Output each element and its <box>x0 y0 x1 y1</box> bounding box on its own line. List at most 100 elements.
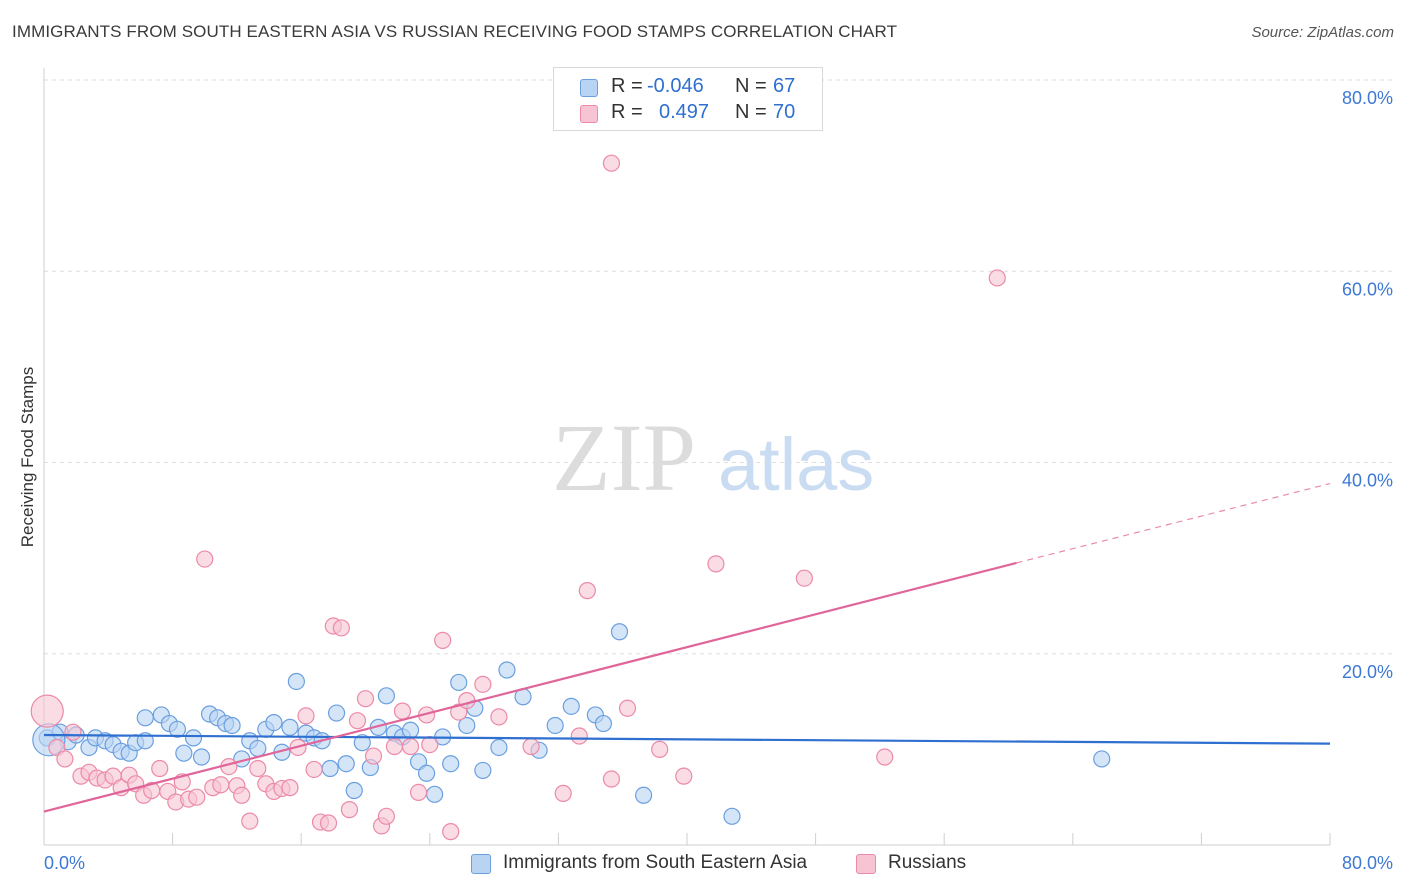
point-asia <box>442 755 460 773</box>
point-asia <box>723 807 741 825</box>
point-russians <box>212 776 230 794</box>
y-tick-label: 60.0% <box>1342 279 1393 299</box>
legend-swatch-asia <box>580 79 598 97</box>
point-russians <box>340 801 359 819</box>
point-asia <box>426 785 444 803</box>
point-asia <box>353 734 371 752</box>
point-russians <box>554 784 572 802</box>
point-asia <box>327 704 346 722</box>
point-asia <box>265 713 283 732</box>
point-russians <box>602 154 621 172</box>
y-axis-label: Receiving Food Stamps <box>18 366 37 548</box>
y-tick-label: 20.0% <box>1342 662 1393 682</box>
point-russians <box>249 759 267 778</box>
point-russians <box>305 760 323 779</box>
point-asia <box>175 744 193 762</box>
grid-lines <box>44 79 1392 655</box>
point-asia <box>184 729 203 747</box>
point-asia <box>223 716 241 735</box>
point-russians <box>281 779 299 797</box>
point-asia <box>136 709 154 727</box>
point-asia <box>417 764 436 782</box>
point-russians <box>795 569 813 587</box>
y-tick-label: 80.0% <box>1342 88 1393 108</box>
legend-r-value-russians: 0.497 <box>659 101 710 123</box>
tick-labels: 20.0% 40.0% 60.0% 80.0% 0.0% 80.0% <box>44 88 1393 873</box>
point-russians <box>241 812 259 830</box>
legend-r-label: R = <box>611 101 643 123</box>
point-russians <box>56 750 74 768</box>
point-russians <box>233 786 251 804</box>
point-russians <box>151 759 169 778</box>
point-russians <box>409 783 428 802</box>
watermark: ZIP atlas <box>552 404 874 511</box>
legend-r-value-asia: -0.046 <box>647 75 704 97</box>
point-asia <box>281 718 299 736</box>
point-russians <box>578 582 596 600</box>
point-russians <box>651 740 669 758</box>
point-russians <box>364 747 383 765</box>
point-russians <box>393 702 412 720</box>
point-asia <box>321 759 339 778</box>
legend-n-value-asia: 67 <box>773 75 796 97</box>
bottom-legend-swatch-asia <box>471 854 491 874</box>
point-asia <box>634 786 653 804</box>
point-russians <box>356 690 375 708</box>
legend-n-value-russians: 70 <box>773 101 796 123</box>
point-russians <box>707 555 725 573</box>
watermark-zip: ZIP <box>552 404 696 511</box>
correlation-legend: R = -0.046 N = 67 R = 0.497 N = 70 <box>553 67 823 131</box>
point-russians <box>348 712 367 730</box>
x-tick-label: 0.0% <box>44 853 85 873</box>
bottom-legend-label-russians: Russians <box>888 852 967 873</box>
source-note: Source: ZipAtlas.com <box>1251 24 1394 41</box>
point-russians <box>675 767 693 785</box>
point-asia <box>594 714 613 733</box>
point-asia <box>562 697 580 715</box>
point-russians <box>442 823 460 841</box>
point-russians <box>876 748 894 766</box>
point-asia <box>474 761 492 780</box>
point-russians <box>377 807 395 825</box>
point-asia <box>458 716 476 735</box>
point-asia <box>401 721 420 739</box>
legend-row-russians: R = 0.497 N = 70 <box>554 101 822 127</box>
point-russians <box>988 269 1006 287</box>
bottom-legend-label-asia: Immigrants from South Eastern Asia <box>503 852 808 873</box>
x-tick-label: 80.0% <box>1342 853 1393 873</box>
y-tick-label: 40.0% <box>1342 471 1393 491</box>
legend-n-label: N = <box>735 101 767 123</box>
point-asia <box>450 673 468 692</box>
legend-row-asia: R = -0.046 N = 67 <box>554 75 822 101</box>
point-asia <box>249 739 267 758</box>
point-russians <box>434 631 452 649</box>
point-asia <box>337 755 355 773</box>
point-asia <box>610 623 629 641</box>
point-asia <box>377 687 395 705</box>
point-russians <box>570 727 588 745</box>
point-russians <box>421 735 439 754</box>
legend-r-label: R = <box>611 75 643 97</box>
watermark-atlas: atlas <box>718 423 874 506</box>
point-asia <box>490 738 508 757</box>
trend-line-russians <box>43 561 1017 813</box>
point-russians <box>188 788 206 806</box>
point-asia <box>1093 750 1111 768</box>
trend-line-russians-extension <box>1016 482 1331 564</box>
point-russians <box>490 708 508 726</box>
point-russians <box>618 699 637 717</box>
point-russians <box>385 737 404 756</box>
point-russians <box>297 707 315 725</box>
point-russians <box>602 770 621 788</box>
point-asia <box>345 781 363 800</box>
point-asia <box>546 716 564 735</box>
point-russians <box>64 723 82 741</box>
point-asia <box>168 720 187 738</box>
point-russians <box>474 675 492 693</box>
bottom-legend-swatch-russians <box>856 854 876 874</box>
point-asia <box>192 748 211 766</box>
trend-lines <box>43 482 1331 813</box>
point-asia <box>498 661 516 679</box>
point-russians <box>522 737 540 756</box>
